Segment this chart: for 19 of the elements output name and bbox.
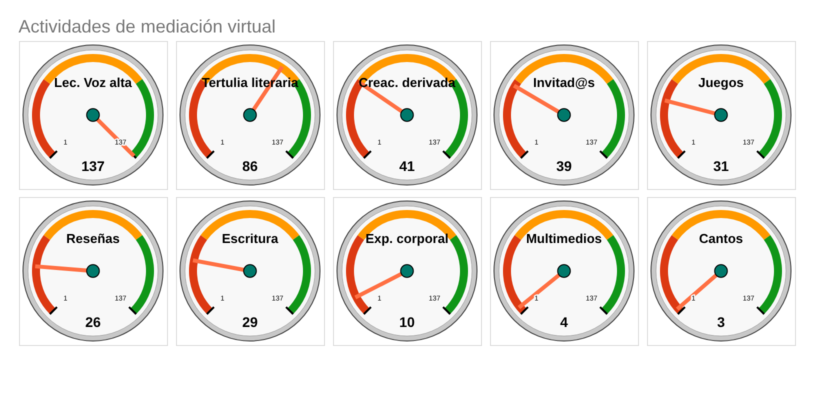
- data-label: 10: [399, 314, 415, 330]
- data-label: 26: [85, 314, 101, 330]
- data-label: 86: [242, 158, 258, 174]
- data-label: 4: [560, 314, 568, 330]
- text: Exp. corporal: [365, 231, 449, 246]
- text: Reseñas: [66, 231, 120, 246]
- data-label: 29: [242, 314, 258, 330]
- text: Cantos: [698, 231, 744, 246]
- data-label: 137: [81, 158, 105, 174]
- text: Actividades de mediación virtual: [18, 16, 276, 36]
- data-label: 31: [713, 158, 729, 174]
- text: Escritura: [222, 231, 279, 246]
- text: Multimedios: [526, 231, 602, 246]
- data-label: 41: [399, 158, 415, 174]
- text: Lec. Voz alta: [54, 75, 133, 90]
- data-label: 39: [556, 158, 572, 174]
- text: Juegos: [698, 75, 744, 90]
- data-label: 3: [717, 314, 726, 330]
- text: Invitad@s: [533, 75, 595, 90]
